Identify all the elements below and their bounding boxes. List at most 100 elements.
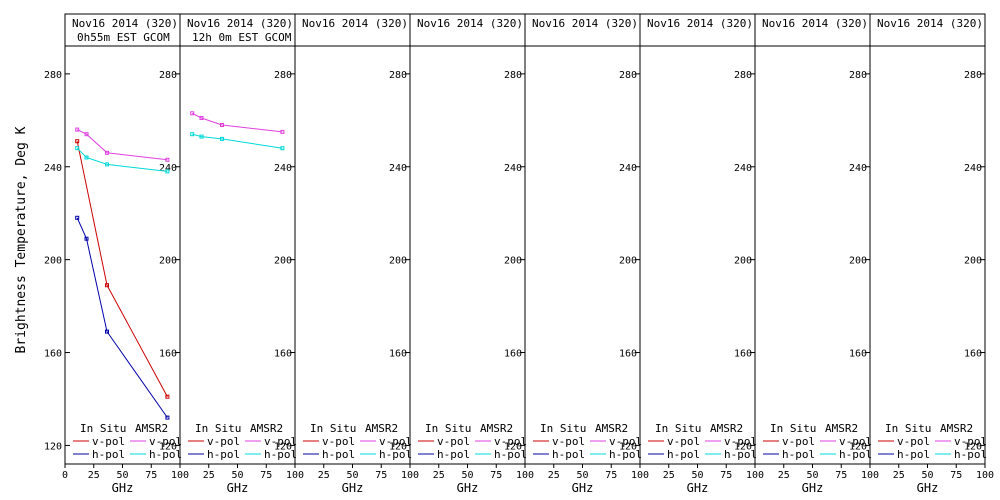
x-axis-label: GHz [342, 481, 364, 495]
x-tick-label: 25 [548, 470, 560, 481]
x-axis-label: GHz [687, 481, 709, 495]
x-tick-label: 100 [861, 470, 879, 481]
panel-title-date: Nov16 2014 (320) [302, 17, 408, 30]
legend-label: v-pol [839, 435, 872, 448]
panel-frame [179, 13, 296, 465]
x-tick-label: 50 [346, 470, 358, 481]
y-tick-label: 200 [504, 256, 522, 267]
legend-title-amsr2: AMSR2 [135, 422, 168, 435]
data-point [165, 157, 170, 162]
legend-title-insitu: In Situ [310, 422, 356, 435]
legend-label: h-pol [437, 448, 470, 461]
y-tick-label: 240 [849, 163, 867, 174]
x-tick-label: 100 [171, 470, 189, 481]
legend-label: h-pol [494, 448, 527, 461]
y-tick-label: 280 [44, 70, 62, 81]
x-tick-label: 25 [88, 470, 100, 481]
y-tick-label: 240 [389, 163, 407, 174]
series-line [76, 147, 168, 172]
x-axis-label: GHz [917, 481, 939, 495]
x-tick-label: 25 [893, 470, 905, 481]
series-line [76, 141, 168, 397]
legend-title-insitu: In Situ [195, 422, 241, 435]
y-tick-label: 160 [274, 349, 292, 360]
x-tick-label: 75 [490, 470, 502, 481]
panel-frame [524, 13, 641, 465]
y-tick-label: 120 [389, 441, 407, 452]
x-tick-label: 100 [401, 470, 419, 481]
legend-label: h-pol [149, 448, 182, 461]
x-tick-label: 75 [605, 470, 617, 481]
y-tick-label: 120 [44, 441, 62, 452]
series-line [192, 133, 283, 149]
data-point [84, 236, 89, 241]
panel-title-time: 0h55m EST GCOM [77, 31, 170, 44]
x-tick-label: 75 [720, 470, 732, 481]
x-tick-label: 100 [631, 470, 649, 481]
legend-label: v-pol [379, 435, 412, 448]
y-tick-label: 160 [734, 349, 752, 360]
legend-title-insitu: In Situ [655, 422, 701, 435]
data-point [220, 123, 224, 127]
legend-title-amsr2: AMSR2 [250, 422, 283, 435]
data-point [75, 146, 80, 151]
y-tick-label: 120 [504, 441, 522, 452]
legend-title-amsr2: AMSR2 [940, 422, 973, 435]
y-tick-label: 160 [964, 349, 982, 360]
series-line [191, 112, 283, 133]
y-tick-label: 160 [504, 349, 522, 360]
data-point [105, 283, 109, 288]
x-tick-label: 50 [576, 470, 588, 481]
legend-label: v-pol [494, 435, 527, 448]
data-point [105, 150, 109, 155]
y-tick-label: 160 [389, 349, 407, 360]
panel-frame [64, 13, 181, 465]
x-tick-label: 50 [921, 470, 933, 481]
legend-label: h-pol [207, 448, 240, 461]
legend-label: h-pol [379, 448, 412, 461]
legend-title-insitu: In Situ [770, 422, 816, 435]
panel-frame [409, 13, 526, 465]
y-tick-label: 240 [619, 163, 637, 174]
legend-label: v-pol [437, 435, 470, 448]
data-point [75, 127, 80, 132]
y-tick-label: 120 [964, 441, 982, 452]
x-axis-label: GHz [457, 481, 479, 495]
y-tick-label: 280 [389, 70, 407, 81]
legend-label: v-pol [552, 435, 585, 448]
x-tick-label: 75 [950, 470, 962, 481]
y-tick-label: 240 [44, 163, 62, 174]
legend-label: v-pol [724, 435, 757, 448]
x-axis-label: GHz [227, 481, 249, 495]
y-tick-label: 160 [159, 349, 177, 360]
data-point [75, 139, 80, 144]
y-tick-label: 120 [849, 441, 867, 452]
series-line [76, 129, 168, 161]
x-tick-label: 50 [231, 470, 243, 481]
legend-label: h-pol [724, 448, 757, 461]
legend-label: h-pol [264, 448, 297, 461]
legend-title-amsr2: AMSR2 [710, 422, 743, 435]
y-tick-label: 240 [964, 163, 982, 174]
y-tick-label: 200 [619, 256, 637, 267]
y-tick-label: 120 [159, 441, 177, 452]
legend-label: v-pol [322, 435, 355, 448]
data-point [105, 162, 109, 167]
y-tick-label: 240 [159, 163, 177, 174]
y-axis-label: Brightness Temperature, Deg K [14, 126, 29, 353]
legend-label: v-pol [609, 435, 642, 448]
legend-label: v-pol [954, 435, 987, 448]
legend-title-amsr2: AMSR2 [365, 422, 398, 435]
y-tick-label: 160 [619, 349, 637, 360]
y-tick-label: 240 [734, 163, 752, 174]
legend-title-amsr2: AMSR2 [595, 422, 628, 435]
y-tick-label: 280 [504, 70, 522, 81]
legend-title-insitu: In Situ [885, 422, 931, 435]
y-tick-label: 200 [44, 256, 62, 267]
y-tick-label: 120 [619, 441, 637, 452]
x-tick-label: 25 [318, 470, 330, 481]
panel-title-date: Nov16 2014 (320) [762, 17, 868, 30]
legend-label: v-pol [149, 435, 182, 448]
x-tick-label: 100 [976, 470, 994, 481]
